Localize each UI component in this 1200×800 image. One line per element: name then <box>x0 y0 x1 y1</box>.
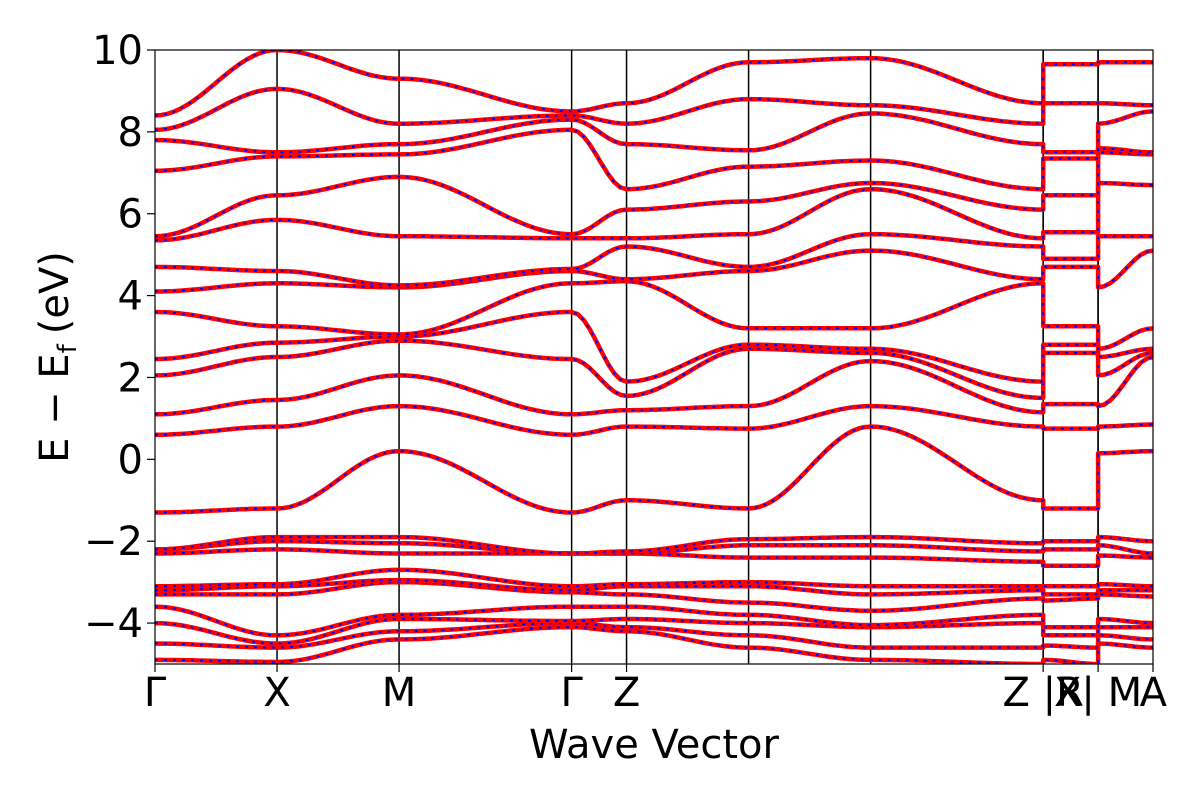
band-overlay-19 <box>155 151 1153 238</box>
y-tick-label-0: 10 <box>92 28 143 74</box>
y-tick-label-7: −4 <box>84 601 143 647</box>
x-tick-label-6: X| M <box>1054 670 1142 716</box>
band-overlay-13 <box>155 339 1153 399</box>
y-tick-label-6: −2 <box>84 519 143 565</box>
band-overlay-15 <box>155 280 1153 350</box>
band-line-6 <box>155 567 1153 589</box>
y-tick-label-5: 0 <box>118 437 143 483</box>
x-tick-label-7: A <box>1140 670 1168 716</box>
y-tick-label-2: 6 <box>118 192 143 238</box>
band-overlay-4 <box>155 581 1153 612</box>
band-overlay-16 <box>155 249 1153 293</box>
plot-frame <box>154 49 1154 665</box>
band-overlay-20 <box>155 128 1153 191</box>
band-overlay-12 <box>155 356 1153 416</box>
x-tick-label-1: X <box>263 670 290 716</box>
band-overlay-5 <box>155 579 1153 596</box>
band-line-22 <box>155 86 1153 133</box>
band-overlay-11 <box>155 405 1153 436</box>
band-overlay-2 <box>155 618 1153 645</box>
x-tick-label-2: M <box>382 670 417 716</box>
x-tick-label-0: Γ <box>144 670 167 716</box>
x-axis-title: Wave Vector <box>529 722 780 768</box>
x-tick-label-4: Z <box>613 670 640 716</box>
band-overlay-7 <box>155 548 1153 567</box>
band-overlay-23 <box>155 50 1153 117</box>
band-line-3 <box>155 604 1153 638</box>
band-overlay-21 <box>155 110 1153 154</box>
y-ticks: 10 8 6 4 2 0 −2 −4 <box>84 28 155 647</box>
x-tick-label-3: Γ <box>560 670 583 716</box>
y-axis-title: E − Ef (eV) <box>32 251 83 463</box>
y-tick-label-1: 8 <box>118 110 143 156</box>
band-overlay-17 <box>155 233 1153 287</box>
y-axis-title-subscript: f <box>53 343 83 353</box>
band-overlay-8 <box>155 540 1153 555</box>
band-overlay-10 <box>155 425 1153 514</box>
y-axis-title-main: E − E <box>32 353 78 463</box>
band-overlay-9 <box>155 536 1153 555</box>
y-tick-label-4: 2 <box>118 355 143 401</box>
y-axis-title-unit: (eV) <box>32 251 78 334</box>
x-tick-label-5: Z |R <box>1002 670 1083 716</box>
band-overlay-18 <box>155 181 1153 242</box>
y-tick-label-3: 4 <box>118 274 143 320</box>
band-overlay-14 <box>155 311 1153 383</box>
band-overlay-1 <box>155 622 1153 649</box>
